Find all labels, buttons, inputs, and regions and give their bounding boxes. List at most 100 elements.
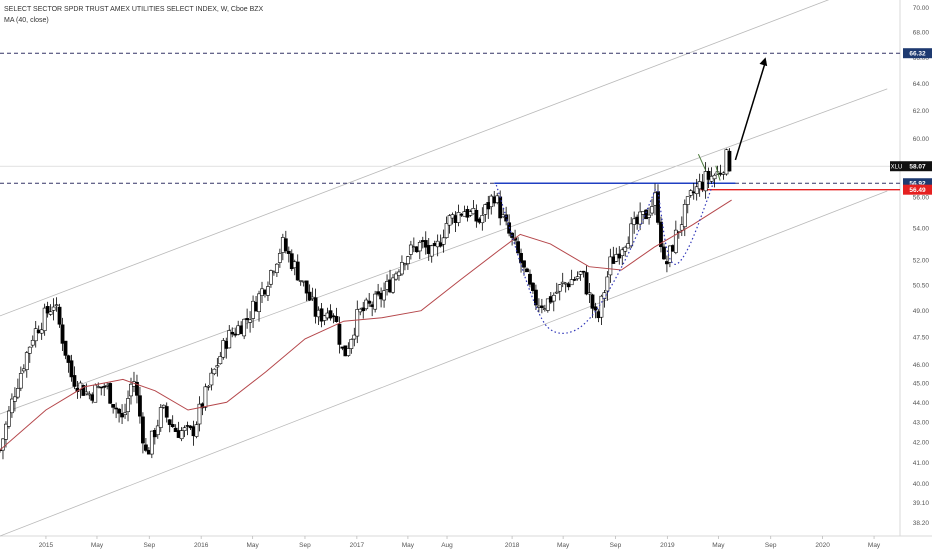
y-tick-label: 52.00 [913,258,930,265]
candle [590,294,595,309]
candle [170,424,175,428]
candle [274,263,279,273]
candle [522,260,526,268]
candle [703,171,708,192]
candle [63,340,68,356]
candle [575,276,580,280]
candle [72,375,77,387]
candle [694,186,699,195]
y-tick-label: 68.00 [913,29,930,36]
candle [307,291,312,301]
candle [525,268,529,273]
y-tick-label: 60.00 [913,136,930,143]
candle [531,282,535,291]
y-tick-label: 56.00 [913,195,930,202]
ma-indicator-label[interactable]: MA (40, close) [4,17,49,24]
candle [400,262,404,275]
y-tick-label: 38.20 [913,520,930,527]
x-tick-label: May [712,542,725,549]
candle [569,279,574,286]
candle [24,352,29,370]
y-tick-label: 43.00 [913,419,930,426]
candle [51,306,56,311]
candle [227,330,232,349]
level-badge-56.49: 56.49 [909,187,926,194]
x-tick-label: May [247,542,260,549]
candle [209,372,214,386]
candle [42,307,47,331]
candle [179,430,184,440]
candle [129,383,133,397]
candle [30,339,35,346]
candle [230,331,235,335]
candle [620,249,625,256]
candle [441,237,446,245]
candle [143,444,148,451]
candle [417,242,422,252]
candle [212,368,217,375]
candle [266,286,270,296]
candle [164,406,169,418]
cup-pattern [495,184,657,334]
candle [581,270,586,273]
x-tick-label: May [402,542,415,549]
candle [319,308,324,322]
candle [15,388,20,398]
candle [289,253,294,270]
candle [102,386,107,388]
x-tick-label: 2017 [350,542,365,549]
symbol-badge: XLU [891,165,903,171]
candle [516,241,520,254]
candle [54,304,59,307]
candle [727,150,732,172]
candle [123,412,127,415]
candle [572,279,577,281]
candle [545,298,550,311]
y-tick-label: 46.00 [913,362,930,369]
candle [167,419,172,425]
candle [197,403,202,425]
candle [364,299,369,310]
candle [81,385,86,396]
candle [120,412,124,418]
candle [539,305,544,308]
x-tick-label: 2019 [660,542,675,549]
candle [429,245,434,257]
x-tick-label: Sep [765,542,777,549]
candle [662,246,666,260]
y-tick-label: 64.00 [913,81,930,88]
candle [111,404,116,408]
candle [221,340,226,358]
candle [584,272,589,295]
candle [566,283,571,288]
candle [138,395,142,417]
candle [647,214,651,218]
candle [349,339,354,349]
candle [108,383,113,404]
y-tick-label: 41.00 [913,460,930,467]
candle [328,310,333,319]
x-tick-label: Sep [144,542,156,549]
candle [194,424,199,437]
candle [367,300,372,304]
current-price-badge-bg [903,161,932,172]
candle [126,398,130,413]
y-tick-label: 49.00 [913,308,930,315]
flag-upper-line [697,153,707,171]
candle [483,204,488,215]
candle [629,223,634,247]
candle [408,244,413,255]
chart-title: SELECT SECTOR SPDR TRUST AMEX UTILITIES … [4,6,264,13]
candle [706,170,711,180]
candle [528,273,532,285]
candle [141,416,145,444]
candle [69,360,74,378]
candle [667,245,672,263]
candle [117,408,121,414]
candle [57,306,62,325]
candle [39,329,44,334]
candle [682,204,687,228]
level-badge-56.92: 56.92 [909,181,926,188]
